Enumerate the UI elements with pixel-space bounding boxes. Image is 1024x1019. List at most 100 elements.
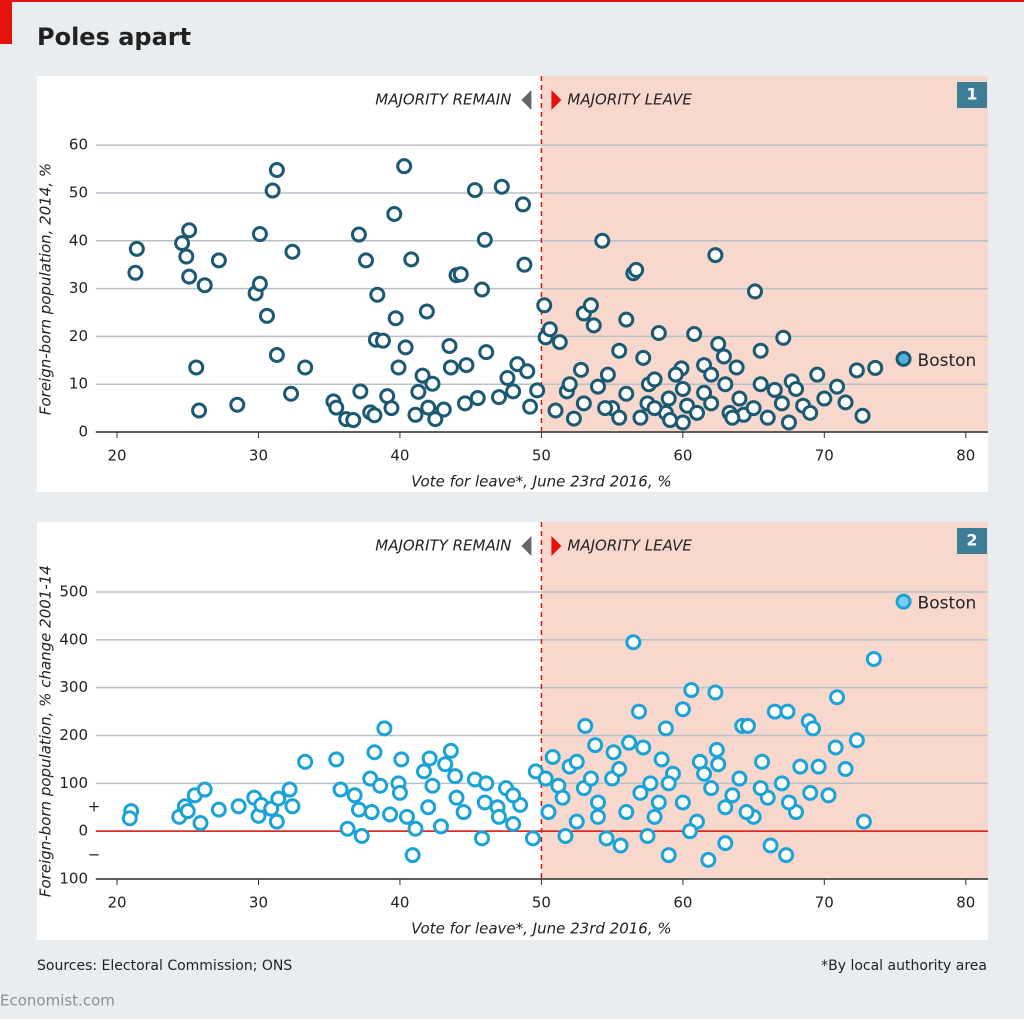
x-tick-label: 80 [956, 447, 975, 465]
point [529, 382, 546, 399]
point [810, 758, 827, 775]
point [708, 741, 725, 758]
point [466, 182, 483, 199]
point [332, 781, 349, 798]
point [565, 410, 582, 427]
point [376, 720, 393, 737]
point [196, 781, 213, 798]
point [632, 784, 649, 801]
point [681, 823, 698, 840]
point [597, 400, 614, 417]
point [635, 349, 652, 366]
point [598, 830, 615, 847]
point [778, 847, 795, 864]
point [715, 348, 732, 365]
x-tick-label: 40 [390, 447, 409, 465]
point [399, 808, 416, 825]
point [188, 359, 205, 376]
point-label: Boston [918, 594, 977, 614]
point [357, 252, 374, 269]
point [390, 359, 407, 376]
point [587, 737, 604, 754]
point [490, 808, 507, 825]
point [505, 787, 522, 804]
point [350, 801, 367, 818]
point [447, 768, 464, 785]
point [437, 756, 454, 773]
point [478, 775, 495, 792]
point [127, 264, 144, 281]
x-tick-label: 50 [532, 447, 551, 465]
point [499, 369, 516, 386]
point [268, 161, 285, 178]
point [382, 806, 399, 823]
point [476, 231, 493, 248]
point [473, 830, 490, 847]
point [660, 390, 677, 407]
point [181, 268, 198, 285]
y-tick-label: 100 [59, 774, 88, 792]
point [773, 775, 790, 792]
point [703, 366, 720, 383]
point [476, 794, 493, 811]
point [519, 363, 536, 380]
point [837, 760, 854, 777]
point [268, 347, 285, 364]
point [536, 297, 553, 314]
point [805, 720, 822, 737]
point [210, 252, 227, 269]
point [762, 837, 779, 854]
brand: Economist.com [0, 992, 115, 1010]
point [230, 798, 247, 815]
point [611, 342, 628, 359]
point [696, 765, 713, 782]
point [328, 399, 345, 416]
point [264, 182, 281, 199]
point [448, 789, 465, 806]
x-tick-label: 60 [673, 894, 692, 912]
point [229, 396, 246, 413]
leave-region [541, 522, 988, 879]
panel-number-box [957, 528, 987, 554]
point [707, 684, 724, 701]
point [493, 178, 510, 195]
point [759, 409, 776, 426]
point [490, 389, 507, 406]
point [829, 378, 846, 395]
y-tick-label: 10 [69, 375, 88, 393]
point [458, 357, 475, 374]
point [589, 378, 606, 395]
remain-arrow [521, 536, 532, 556]
leave-region [541, 76, 988, 432]
point [589, 808, 606, 825]
point [573, 361, 590, 378]
point [516, 256, 533, 273]
red-tab [0, 0, 12, 44]
point [350, 226, 367, 243]
x-tick-label: 20 [107, 447, 126, 465]
point [435, 401, 452, 418]
point [404, 847, 421, 864]
point [258, 307, 275, 324]
point [809, 366, 826, 383]
point [752, 376, 769, 393]
y-axis-label: Foreign-born population, % change 2001-1… [37, 565, 55, 897]
y-tick-label: 50 [69, 183, 88, 201]
point [650, 794, 667, 811]
point [674, 380, 691, 397]
point [605, 744, 622, 761]
point [802, 784, 819, 801]
point [766, 703, 783, 720]
point [724, 409, 741, 426]
point [268, 813, 285, 830]
point [121, 810, 138, 827]
point [178, 248, 195, 265]
point [779, 703, 796, 720]
point [895, 593, 912, 610]
point [752, 780, 769, 797]
panel-number: 1 [966, 85, 977, 104]
point [284, 243, 301, 260]
y-tick-label: 500 [59, 583, 88, 601]
x-tick-label: 60 [673, 447, 692, 465]
